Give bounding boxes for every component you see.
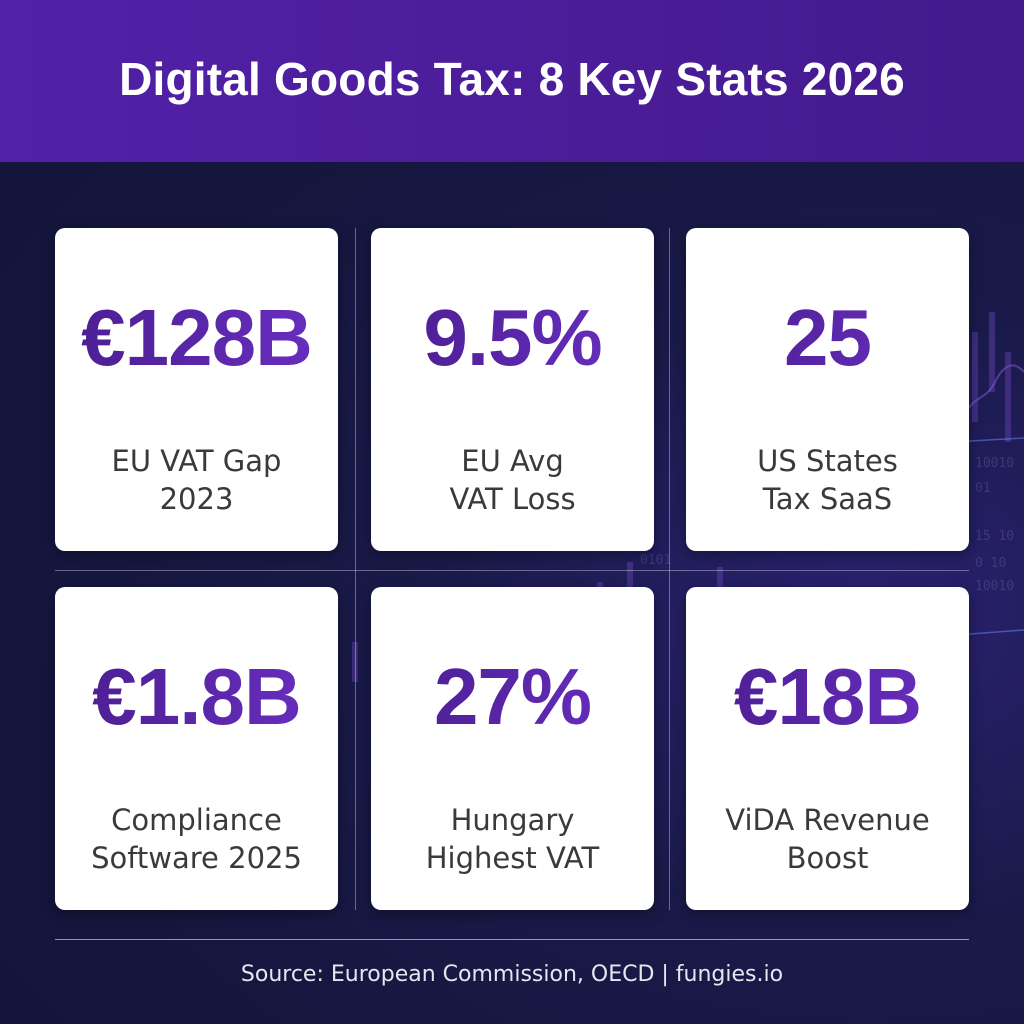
stat-label-line: Tax SaaS <box>762 482 893 516</box>
grid-divider-horizontal <box>55 570 969 571</box>
header-banner: Digital Goods Tax: 8 Key Stats 2026 <box>0 0 1024 162</box>
stat-card-eu-avg-vat-loss: 9.5% EU Avg VAT Loss <box>371 228 654 551</box>
stat-label: US States Tax SaaS <box>696 442 959 518</box>
svg-text:0 10: 0 10 <box>975 556 1006 571</box>
stat-label-line: 2023 <box>159 482 234 516</box>
stat-value: €128B <box>55 298 338 378</box>
svg-text:10010: 10010 <box>975 579 1014 594</box>
source-caption: Source: European Commission, OECD | fung… <box>240 962 784 987</box>
stat-label: Hungary Highest VAT <box>381 801 644 877</box>
stat-label-line: Boost <box>786 841 869 875</box>
stat-label-line: EU VAT Gap <box>111 444 282 478</box>
stat-label-line: Software 2025 <box>91 841 302 875</box>
stat-label-line: US States <box>757 444 898 478</box>
stat-label-line: ViDA Revenue <box>725 803 930 837</box>
stat-label-line: Hungary <box>450 803 575 837</box>
page-title: Digital Goods Tax: 8 Key Stats 2026 <box>119 53 905 105</box>
stat-label: ViDA Revenue Boost <box>696 801 959 877</box>
source-divider <box>55 939 969 940</box>
stat-label-line: VAT Loss <box>449 482 576 516</box>
stat-value: 25 <box>686 298 969 378</box>
stat-label-line: Compliance <box>111 803 282 837</box>
grid-divider-vertical-right <box>669 228 670 910</box>
stat-label-line: EU Avg <box>461 444 564 478</box>
svg-text:10010: 10010 <box>975 456 1014 471</box>
stat-label: EU VAT Gap 2023 <box>65 442 328 518</box>
stat-value: 9.5% <box>371 298 654 378</box>
stat-card-eu-vat-gap: €128B EU VAT Gap 2023 <box>55 228 338 551</box>
stat-card-vida-revenue-boost: €18B ViDA Revenue Boost <box>686 587 969 910</box>
stat-card-hungary-highest-vat: 27% Hungary Highest VAT <box>371 587 654 910</box>
stat-label: Compliance Software 2025 <box>65 801 328 877</box>
stat-card-us-states-tax-saas: 25 US States Tax SaaS <box>686 228 969 551</box>
stat-value: €18B <box>686 657 969 737</box>
stat-value: €1.8B <box>55 657 338 737</box>
grid-divider-vertical-left <box>355 228 356 910</box>
svg-text:01: 01 <box>975 481 991 496</box>
stat-label: EU Avg VAT Loss <box>381 442 644 518</box>
svg-text:15 10: 15 10 <box>975 529 1014 544</box>
stat-label-line: Highest VAT <box>425 841 600 875</box>
stat-card-compliance-software: €1.8B Compliance Software 2025 <box>55 587 338 910</box>
stat-value: 27% <box>371 657 654 737</box>
svg-text:0101: 0101 <box>640 553 671 568</box>
